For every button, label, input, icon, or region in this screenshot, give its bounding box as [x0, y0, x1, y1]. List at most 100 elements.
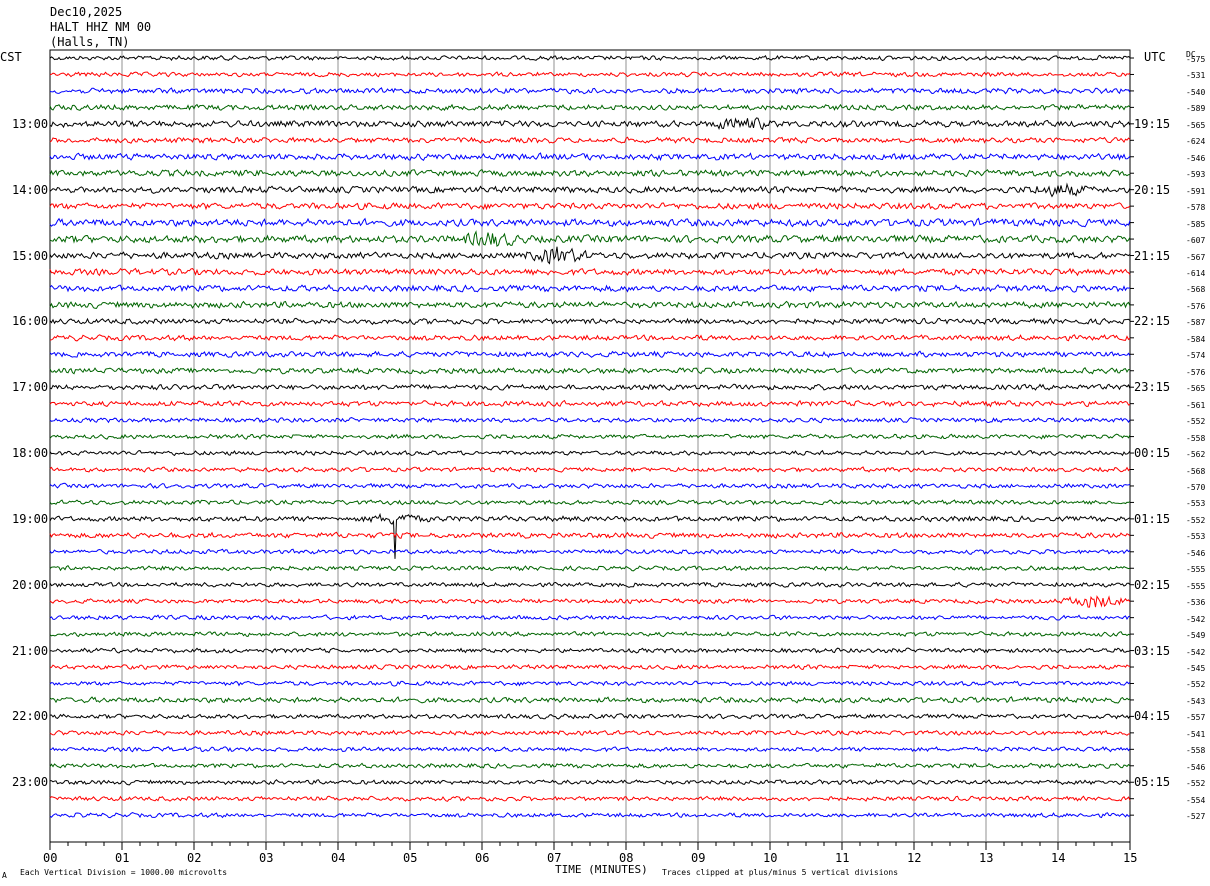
dc-offset-label: -558	[1186, 433, 1206, 443]
dc-offset-label: -554	[1186, 795, 1206, 805]
dc-offset-label: -565	[1186, 120, 1206, 130]
trace-line	[49, 383, 1131, 391]
dc-offset-label: -587	[1186, 318, 1206, 328]
trace-line	[49, 136, 1131, 144]
x-tick-label: 04	[331, 851, 346, 865]
trace-line	[49, 246, 1131, 265]
dc-offset-label: -561	[1186, 400, 1206, 410]
dc-offset-label: -570	[1186, 482, 1206, 492]
trace-line	[49, 350, 1131, 359]
x-tick-label: 07	[547, 851, 562, 865]
trace-line	[49, 267, 1131, 277]
trace-line	[49, 152, 1131, 162]
trace-line	[49, 614, 1131, 621]
trace-line	[49, 317, 1131, 326]
dc-offset-label: -568	[1186, 466, 1206, 476]
trace-line	[49, 433, 1131, 440]
dc-offset-label: -624	[1186, 137, 1206, 147]
x-tick-label: 05	[403, 851, 418, 865]
left-timezone-label: CST	[0, 50, 22, 64]
dc-offset-label: -541	[1186, 729, 1206, 739]
dc-offset-label: -536	[1186, 598, 1206, 608]
trace-line	[49, 284, 1131, 293]
header-date: Dec10,2025	[50, 5, 123, 19]
x-tick-label: 14	[1051, 851, 1066, 865]
trace-line	[49, 54, 1131, 62]
dc-offset-label: -545	[1186, 664, 1206, 674]
trace-line	[49, 581, 1131, 588]
dc-offset-label: -552	[1186, 515, 1206, 525]
right-time-label: 04:15	[1134, 709, 1171, 724]
trace-line	[49, 168, 1131, 178]
trace-line	[49, 367, 1131, 375]
dc-offset-label: -593	[1186, 170, 1206, 180]
x-axis-title: TIME (MINUTES)	[555, 863, 648, 876]
right-time-label: 01:15	[1134, 511, 1171, 526]
left-time-label: 23:00	[12, 775, 49, 790]
right-time-label: 05:15	[1134, 775, 1171, 790]
dc-offset-label: -565	[1186, 384, 1206, 394]
dc-offset-label: -540	[1186, 87, 1206, 97]
dc-offset-label: -552	[1186, 680, 1206, 690]
dc-offset-label: -558	[1186, 746, 1206, 756]
x-tick-label: 11	[835, 851, 850, 865]
trace-line	[49, 531, 1131, 539]
trace-line	[49, 595, 1131, 608]
trace-line	[49, 812, 1131, 819]
trace-line	[49, 87, 1131, 95]
trace-line	[49, 71, 1131, 78]
trace-line	[49, 565, 1131, 572]
left-time-label: 19:00	[12, 511, 49, 526]
right-time-label: 23:15	[1134, 380, 1171, 395]
footer-mark: A	[2, 871, 7, 880]
trace-line	[49, 795, 1131, 802]
left-time-label: 16:00	[12, 314, 49, 329]
x-tick-label: 01	[115, 851, 130, 865]
x-tick-label: 12	[907, 851, 922, 865]
left-time-label: 21:00	[12, 643, 49, 658]
trace-line	[49, 217, 1131, 228]
dc-offset-label: -576	[1186, 367, 1206, 377]
trace-line	[49, 182, 1131, 198]
dc-offset-label: -557	[1186, 713, 1206, 723]
x-tick-label: 10	[763, 851, 778, 865]
dc-offset-label: -574	[1186, 351, 1206, 361]
x-tick-label: 02	[187, 851, 202, 865]
right-time-label: 02:15	[1134, 577, 1171, 592]
dc-offset-label: -546	[1186, 762, 1206, 772]
trace-line	[49, 230, 1131, 247]
right-time-label: 20:15	[1134, 182, 1171, 197]
trace-line	[49, 548, 1131, 555]
trace-line	[49, 417, 1131, 424]
dc-offset-label: -585	[1186, 219, 1206, 229]
trace-line	[49, 449, 1131, 457]
trace-line	[49, 630, 1131, 638]
x-tick-label: 09	[691, 851, 706, 865]
trace-line	[49, 499, 1131, 506]
left-time-label: 14:00	[12, 182, 49, 197]
trace-line	[49, 696, 1131, 704]
dc-offset-label: -576	[1186, 301, 1206, 311]
x-tick-label: 00	[43, 851, 58, 865]
dc-offset-label: -555	[1186, 565, 1206, 575]
x-tick-label: 08	[619, 851, 634, 865]
left-time-label: 13:00	[12, 116, 49, 131]
dc-offset-label: -552	[1186, 417, 1206, 427]
dc-offset-label: -527	[1186, 812, 1206, 822]
right-timezone-label: UTC	[1144, 50, 1166, 64]
dc-offset-label: -549	[1186, 631, 1206, 641]
dc-offset-label: -607	[1186, 236, 1206, 246]
trace-line	[49, 512, 1131, 559]
plot-frame	[49, 49, 1131, 843]
dc-offset-label: -567	[1186, 252, 1206, 262]
dc-offset-label: -575	[1186, 55, 1206, 64]
x-tick-label: 06	[475, 851, 490, 865]
trace-line	[49, 713, 1131, 720]
dc-offset-label: -568	[1186, 285, 1206, 295]
dc-offset-label: -589	[1186, 104, 1206, 114]
dc-offset-label: -552	[1186, 779, 1206, 789]
x-tick-label: 15	[1123, 851, 1138, 865]
dc-offset-label: -553	[1186, 532, 1206, 542]
x-tick-label: 13	[979, 851, 994, 865]
dc-offset-label: -555	[1186, 581, 1206, 591]
